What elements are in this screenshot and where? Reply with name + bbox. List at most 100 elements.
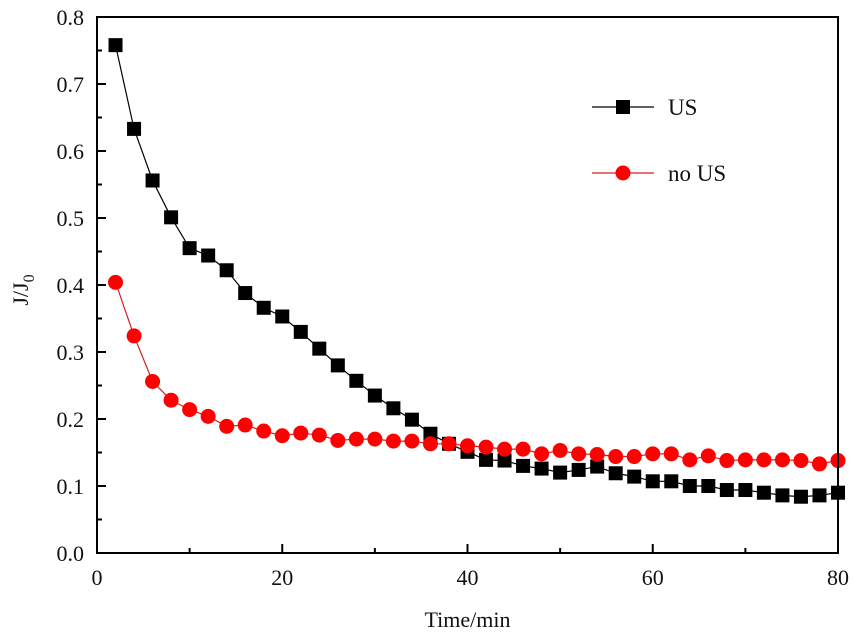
y-axis-title-subscript: 0: [21, 274, 38, 282]
legend-item-us: US: [592, 95, 697, 120]
data-point-circle: [552, 442, 568, 458]
data-point-circle: [126, 328, 142, 344]
data-point-circle: [497, 441, 513, 457]
data-point-circle: [385, 433, 401, 449]
data-point-square: [201, 248, 216, 263]
data-point-circle: [774, 452, 790, 468]
y-tick-label: 0.0: [57, 541, 85, 566]
data-point-circle: [645, 446, 661, 462]
data-point-circle: [700, 448, 716, 464]
data-point-circle: [293, 425, 309, 441]
data-point-circle: [200, 408, 216, 424]
data-point-circle: [108, 274, 124, 290]
data-point-circle: [719, 453, 735, 469]
data-point-circle: [626, 449, 642, 465]
x-tick-label: 80: [827, 565, 849, 590]
legend-item-no-us: no US: [592, 161, 726, 186]
data-point-square: [701, 479, 716, 493]
y-tick-label: 0.8: [57, 5, 85, 30]
data-point-circle: [478, 439, 494, 455]
data-point-square: [571, 462, 586, 477]
data-point-square: [127, 121, 142, 136]
data-point-circle: [737, 452, 753, 468]
data-point-circle: [811, 456, 827, 472]
data-point-circle: [367, 431, 383, 447]
data-point-square: [534, 461, 549, 476]
data-point-circle: [311, 427, 327, 443]
data-point-square: [793, 489, 808, 504]
data-point-circle: [422, 436, 438, 452]
data-point-circle: [219, 418, 235, 434]
data-point-square: [627, 469, 642, 484]
legend-marker-square: [616, 100, 630, 114]
x-tick-label: 40: [457, 565, 479, 590]
data-point-square: [256, 300, 271, 315]
data-point-square: [349, 373, 364, 388]
y-tick-label: 0.7: [57, 72, 85, 97]
data-point-circle: [404, 433, 420, 449]
data-point-circle: [256, 423, 272, 439]
data-point-square: [479, 452, 494, 467]
data-point-square: [516, 458, 531, 473]
data-point-square: [682, 479, 697, 493]
data-point-square: [238, 286, 253, 301]
series-layer: [108, 38, 846, 504]
data-point-square: [645, 474, 660, 489]
data-point-square: [182, 241, 197, 256]
series-line: [114, 45, 839, 498]
legend-label-no-us: no US: [668, 161, 726, 186]
y-axis-title: J/J0: [8, 274, 38, 305]
data-point-circle: [793, 453, 809, 469]
data-point-square: [330, 358, 345, 373]
data-point-circle: [182, 402, 198, 418]
data-point-circle: [330, 432, 346, 448]
data-point-circle: [608, 449, 624, 465]
data-point-square: [608, 466, 623, 481]
data-point-circle: [663, 446, 679, 462]
data-point-circle: [274, 428, 290, 444]
data-point-square: [553, 465, 568, 480]
data-point-circle: [163, 392, 179, 408]
data-point-circle: [571, 446, 587, 462]
data-point-square: [664, 474, 679, 489]
data-point-circle: [441, 436, 457, 452]
y-tick-label: 0.5: [57, 206, 85, 231]
series-us: [108, 38, 845, 504]
data-point-circle: [348, 431, 364, 447]
data-point-square: [293, 324, 308, 339]
x-tick-label: 60: [642, 565, 664, 590]
data-point-circle: [589, 447, 605, 463]
x-tick-label: 0: [92, 565, 103, 590]
data-point-square: [719, 483, 734, 498]
data-point-circle: [237, 417, 253, 433]
data-point-square: [145, 173, 160, 188]
y-tick-label: 0.6: [57, 139, 85, 164]
series-line: [114, 282, 839, 465]
legend: US no US: [592, 95, 726, 186]
data-point-square: [275, 309, 290, 324]
data-point-circle: [515, 441, 531, 457]
data-point-circle: [145, 373, 161, 389]
x-tick-label: 20: [271, 565, 293, 590]
y-tick-label: 0.3: [57, 340, 85, 365]
data-point-circle: [682, 452, 698, 468]
data-point-square: [738, 483, 753, 498]
legend-marker-circle: [615, 165, 631, 181]
data-point-square: [108, 38, 123, 53]
tick-labels-layer: 0 20 40 60 80 0.0 0.1 0.2 0.3 0.4 0.5 0.6 0.7 0.8: [57, 5, 850, 590]
data-point-square: [386, 401, 401, 416]
data-point-circle: [534, 446, 550, 462]
data-point-square: [590, 459, 605, 474]
plot-frame: [96, 16, 839, 554]
data-point-square: [775, 488, 790, 503]
data-point-square: [164, 210, 179, 225]
y-tick-label: 0.1: [57, 474, 85, 499]
y-tick-label: 0.4: [57, 273, 85, 298]
x-axis-title: Time/min: [425, 607, 511, 632]
data-point-circle: [756, 452, 772, 468]
legend-label-us: US: [668, 95, 697, 120]
data-point-square: [367, 388, 382, 403]
data-point-square: [219, 263, 234, 278]
data-point-square: [312, 341, 327, 356]
